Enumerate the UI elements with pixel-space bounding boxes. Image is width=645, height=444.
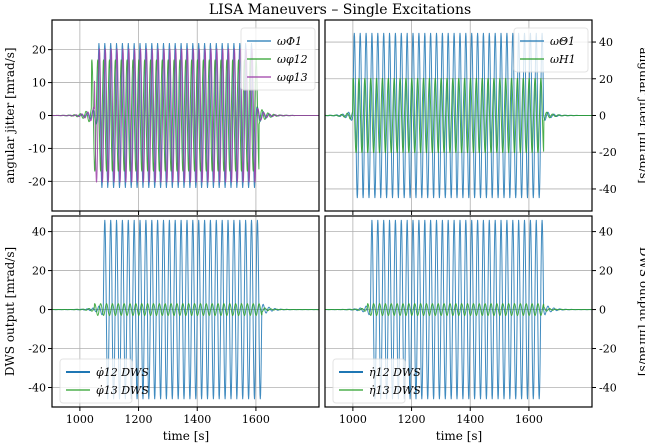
legend-label: η̇12 DWS [369, 366, 421, 379]
panel-1: -40 -20 0 20 40 angular jitter [mrad/s] ωΘ1 ωH1 [324, 19, 645, 215]
legend-label: ωΘ1 [550, 35, 575, 48]
panel-0: -20 -10 0 10 20 angular jitter [mrad/s] ωΦ1 ωφ1… [3, 19, 320, 215]
y-tick-label: 0 [39, 304, 46, 317]
y-tick-label: -20 [599, 343, 617, 356]
legend-label: φ̇13 DWS [96, 384, 149, 397]
legend [59, 358, 133, 404]
x-axis-label-right: time [s] [436, 429, 482, 443]
panel-3: 1000 1200 1400 1600 -40 -20 0 20 40 DWS output [m… [324, 215, 645, 426]
series-line-1 [52, 302, 319, 317]
y-tick-label: 40 [599, 226, 613, 239]
legend-label: ωH1 [550, 53, 576, 66]
y-tick-label: 0 [39, 110, 46, 123]
legend [513, 27, 589, 73]
chart-title: LISA Maneuvers – Single Excitations [209, 2, 471, 18]
axes-frame [51, 19, 320, 212]
x-tick-label: 1200 [398, 413, 426, 426]
y-axis-label: angular jitter [mrad/s] [3, 47, 17, 183]
axes-frame [324, 19, 593, 212]
y-tick-label: 20 [32, 44, 46, 57]
axes-frame [324, 215, 593, 408]
series-line-2 [52, 48, 319, 183]
series-line-0 [325, 219, 592, 400]
legend-label: ωφ12 [277, 53, 308, 66]
y-tick-label: 40 [32, 226, 46, 239]
legend-label: φ̇12 DWS [96, 366, 149, 379]
y-tick-label: 0 [599, 304, 606, 317]
y-axis-label: DWS output [mrad/s] [637, 247, 645, 376]
legend-label: η̇13 DWS [369, 384, 421, 397]
axes-frame [51, 215, 320, 408]
x-tick-label: 1200 [125, 413, 153, 426]
y-axis-label: angular jitter [mrad/s] [637, 47, 645, 183]
y-tick-label: -40 [599, 183, 617, 196]
x-axis-label-left: time [s] [163, 429, 209, 443]
legend [240, 27, 316, 91]
x-tick-label: 1400 [183, 413, 211, 426]
x-tick-label: 1000 [66, 413, 94, 426]
y-axis-label: DWS output [mrad/s] [3, 247, 17, 376]
series-line-1 [325, 302, 592, 317]
y-tick-label: -40 [28, 382, 46, 395]
legend-label: ωφ13 [277, 71, 308, 84]
series-line-1 [325, 77, 592, 154]
y-tick-label: 10 [32, 77, 46, 90]
x-tick-label: 1400 [456, 413, 484, 426]
legend-label: ωΦ1 [277, 35, 302, 48]
y-tick-label: -40 [599, 382, 617, 395]
y-tick-label: 40 [599, 36, 613, 49]
y-tick-label: 20 [32, 265, 46, 278]
panel-2: 1000 1200 1400 1600 -40 -20 0 20 40 DWS output [m… [3, 215, 320, 426]
y-tick-label: 20 [599, 265, 613, 278]
y-tick-label: -20 [28, 343, 46, 356]
legend [332, 358, 406, 404]
y-tick-label: -20 [599, 146, 617, 159]
x-tick-label: 1600 [242, 413, 270, 426]
y-tick-label: -10 [28, 142, 46, 155]
x-tick-label: 1000 [339, 413, 367, 426]
x-tick-label: 1600 [515, 413, 543, 426]
y-tick-label: -20 [28, 175, 46, 188]
y-tick-label: 0 [599, 110, 606, 123]
y-tick-label: 20 [599, 73, 613, 86]
